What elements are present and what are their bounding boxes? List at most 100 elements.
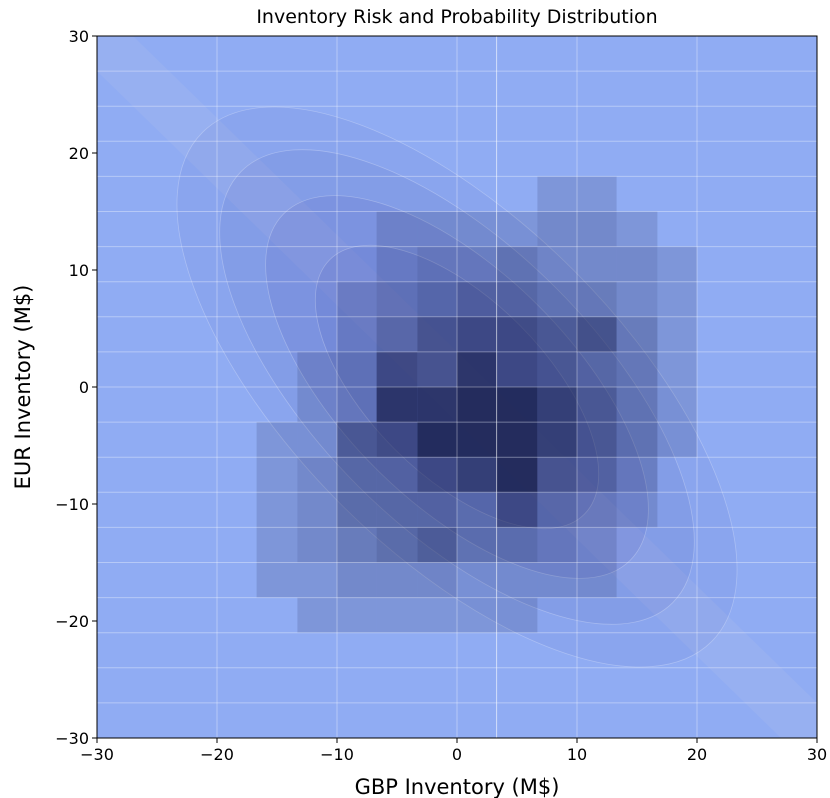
density-cell: [297, 527, 337, 563]
density-cell: [376, 316, 418, 352]
density-cell: [496, 422, 538, 458]
density-cell: [417, 316, 457, 352]
density-cell: [417, 562, 457, 598]
density-cell: [537, 422, 577, 458]
density-cell: [457, 281, 497, 317]
y-tick-label: −10: [55, 495, 89, 514]
density-cell: [417, 281, 457, 317]
density-cell: [616, 281, 658, 317]
density-cell: [496, 246, 538, 282]
x-tick-label: −30: [80, 745, 114, 764]
density-cell: [616, 387, 658, 423]
density-cell: [457, 562, 497, 598]
density-cell: [417, 246, 457, 282]
density-cell: [376, 527, 418, 563]
density-cell: [376, 246, 418, 282]
density-cell: [616, 422, 658, 458]
density-cell: [417, 211, 457, 247]
density-cell: [657, 246, 697, 282]
density-cell: [537, 246, 577, 282]
density-cell: [256, 562, 298, 598]
density-cell: [577, 176, 617, 212]
density-cell: [376, 387, 418, 423]
density-cell: [457, 422, 497, 458]
density-cell: [537, 176, 577, 212]
y-tick-label: −20: [55, 612, 89, 631]
x-tick-label: 30: [807, 745, 827, 764]
y-tick-label: 0: [79, 378, 89, 397]
density-cell: [337, 527, 377, 563]
density-cell: [537, 211, 577, 247]
density-cell: [616, 351, 658, 387]
risk-band: [97, 71, 781, 738]
density-cell: [376, 562, 418, 598]
density-cell: [457, 492, 497, 528]
density-cell: [457, 597, 497, 633]
plot-area: [97, 36, 817, 738]
x-tick-label: −10: [320, 745, 354, 764]
density-cell: [577, 211, 617, 247]
x-tick-label: 20: [687, 745, 707, 764]
density-cell: [376, 492, 418, 528]
density-cell: [537, 457, 577, 493]
density-cell: [577, 527, 617, 563]
density-cell: [376, 457, 418, 493]
density-cell: [457, 527, 497, 563]
density-cell: [496, 527, 538, 563]
density-cell: [577, 422, 617, 458]
density-cell: [417, 597, 457, 633]
density-cell: [657, 351, 697, 387]
density-cell: [337, 351, 377, 387]
density-cell: [417, 527, 457, 563]
density-cell: [657, 316, 697, 352]
density-cell: [417, 457, 457, 493]
density-cell: [577, 562, 617, 598]
density-cell: [577, 246, 617, 282]
density-cell: [376, 597, 418, 633]
grid: [97, 36, 817, 738]
density-cell: [577, 351, 617, 387]
density-cell: [337, 281, 377, 317]
density-cell: [457, 211, 497, 247]
density-cell: [577, 316, 617, 352]
density-cell: [297, 387, 337, 423]
density-cell: [457, 316, 497, 352]
density-cell: [496, 492, 538, 528]
density-cell: [537, 316, 577, 352]
density-cell: [616, 316, 658, 352]
density-cell: [537, 351, 577, 387]
density-cell: [457, 387, 497, 423]
density-cell: [297, 492, 337, 528]
density-cell: [256, 492, 298, 528]
density-cell: [417, 492, 457, 528]
density-cell: [417, 387, 457, 423]
density-cell: [537, 562, 577, 598]
density-cell: [297, 457, 337, 493]
density-cell: [496, 597, 538, 633]
density-cell: [496, 457, 538, 493]
density-cell: [616, 492, 658, 528]
density-cell: [657, 387, 697, 423]
density-cell: [337, 562, 377, 598]
density-cell: [337, 387, 377, 423]
y-tick-label: 30: [69, 27, 89, 46]
x-tick-label: −20: [200, 745, 234, 764]
density-cell: [537, 281, 577, 317]
density-cell: [496, 281, 538, 317]
density-cell: [457, 246, 497, 282]
density-cell: [616, 457, 658, 493]
y-tick-label: 10: [69, 261, 89, 280]
x-axis-label: GBP Inventory (M$): [355, 775, 560, 798]
density-cell: [657, 422, 697, 458]
density-cell: [457, 351, 497, 387]
density-cell: [337, 492, 377, 528]
density-cell: [657, 281, 697, 317]
density-cell: [496, 351, 538, 387]
density-cell: [496, 211, 538, 247]
density-cell: [417, 422, 457, 458]
density-cell: [577, 387, 617, 423]
density-cell: [297, 351, 337, 387]
density-cell: [537, 527, 577, 563]
density-cell: [337, 316, 377, 352]
